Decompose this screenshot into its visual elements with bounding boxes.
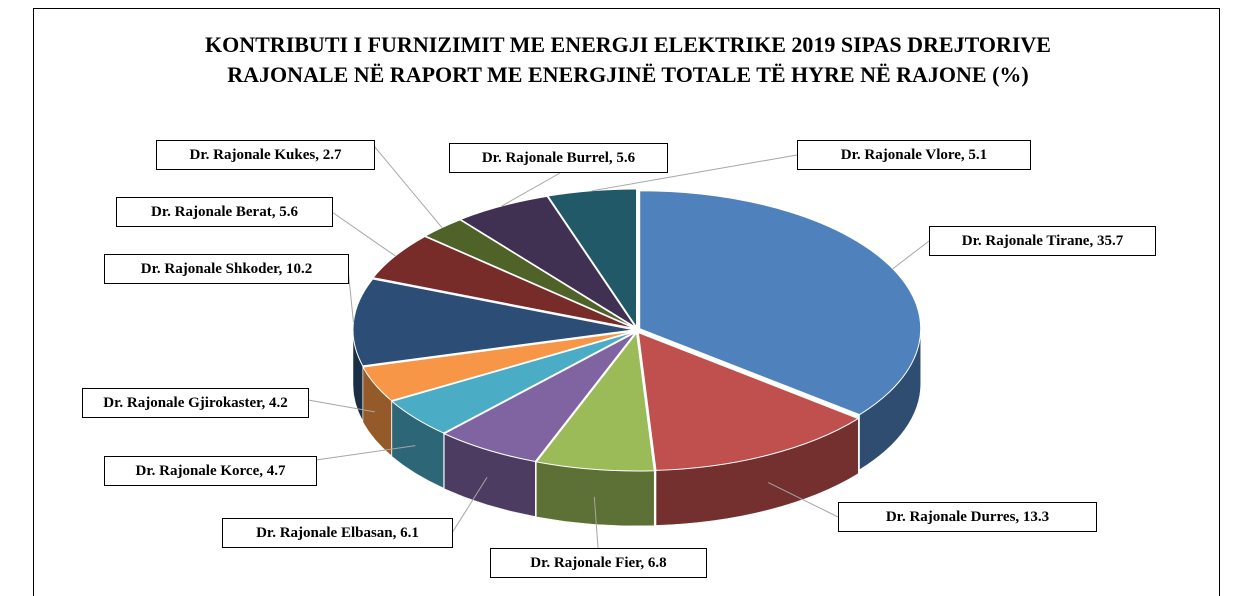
data-label: Dr. Rajonale Korce, 4.7 — [104, 456, 317, 486]
data-label: Dr. Rajonale Fier, 6.8 — [490, 548, 707, 578]
leader-line — [373, 145, 443, 228]
leader-line — [307, 399, 376, 413]
pie-slice — [535, 331, 655, 472]
pie-slice — [352, 278, 635, 367]
data-label: Dr. Rajonale Tirane, 35.7 — [929, 226, 1156, 256]
data-label: Dr. Rajonale Durres, 13.3 — [838, 502, 1097, 532]
leader-line — [892, 240, 930, 270]
data-label: Dr. Rajonale Burrel, 5.6 — [449, 143, 668, 173]
leader-line — [768, 482, 839, 518]
pie-slice — [459, 195, 636, 328]
data-label: Dr. Rajonale Shkoder, 10.2 — [104, 254, 349, 284]
data-label: Dr. Rajonale Kukes, 2.7 — [156, 140, 375, 170]
chart-frame — [33, 8, 1220, 596]
leader-line — [593, 496, 599, 549]
pie-slice — [390, 331, 635, 434]
pie-slice — [424, 219, 636, 329]
data-label: Dr. Rajonale Elbasan, 6.1 — [222, 518, 453, 548]
leader-line — [501, 172, 561, 207]
leader-line — [315, 445, 416, 461]
pie-slice — [443, 332, 636, 463]
chart-title: KONTRIBUTI I FURNIZIMIT ME ENERGJI ELEKT… — [205, 32, 1051, 87]
pie-slice — [372, 235, 635, 329]
leader-line — [331, 211, 396, 257]
pie-slice — [362, 330, 635, 402]
data-label: Dr. Rajonale Vlore, 5.1 — [797, 140, 1031, 170]
data-label: Dr. Rajonale Berat, 5.6 — [116, 197, 333, 227]
pie-slice — [637, 331, 860, 471]
leader-line — [451, 476, 488, 534]
leader-line — [591, 154, 798, 192]
data-label: Dr. Rajonale Gjirokaster, 4.2 — [82, 388, 309, 418]
